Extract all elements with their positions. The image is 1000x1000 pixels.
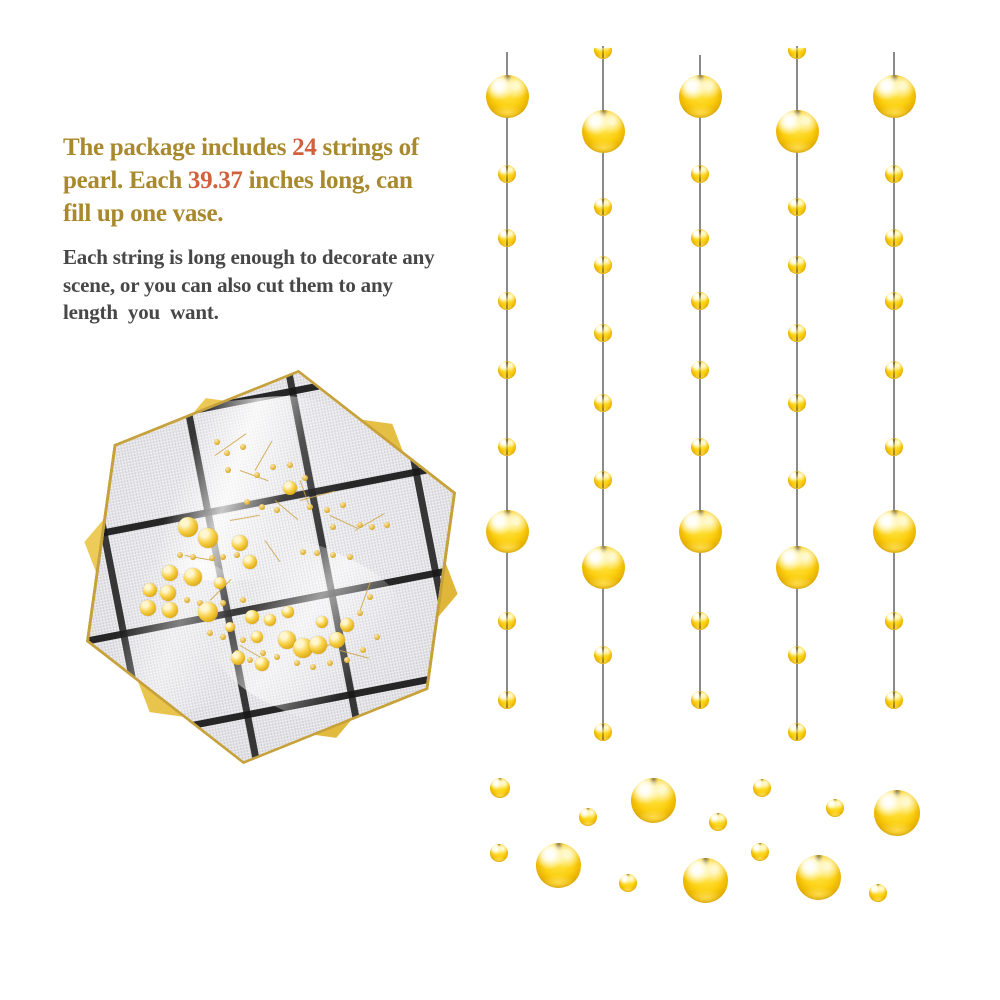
gold-bead bbox=[594, 256, 612, 274]
heading-line-2: pearl. Each 39.37 inches long, can bbox=[63, 164, 493, 197]
gold-bead bbox=[594, 646, 612, 664]
gold-bead bbox=[869, 884, 887, 902]
windowpane-grid bbox=[75, 349, 466, 785]
gold-bead bbox=[485, 509, 529, 553]
gold-bead bbox=[874, 790, 920, 836]
gold-bead bbox=[691, 165, 709, 183]
gold-bead bbox=[498, 361, 516, 379]
gold-bead bbox=[775, 109, 819, 153]
gold-bead bbox=[751, 843, 769, 861]
heading: The package includes 24 strings of pearl… bbox=[63, 131, 493, 230]
gold-bead bbox=[788, 324, 806, 342]
string-line bbox=[796, 46, 798, 732]
gold-bead bbox=[788, 394, 806, 412]
gold-bead bbox=[872, 509, 916, 553]
gold-bead bbox=[490, 844, 508, 862]
gold-bead bbox=[753, 779, 771, 797]
gold-bead bbox=[788, 47, 806, 59]
gold-bead bbox=[885, 229, 903, 247]
gold-bead bbox=[490, 778, 510, 798]
gold-bead bbox=[682, 857, 728, 903]
heading-text: fill up one vase. bbox=[63, 200, 224, 227]
gold-bead bbox=[691, 292, 709, 310]
gold-bead bbox=[498, 229, 516, 247]
body-line-2: scene, or you can also cut them to any bbox=[63, 272, 393, 297]
heading-text: The package includes bbox=[63, 134, 293, 161]
gold-bead bbox=[788, 471, 806, 489]
heading-highlight-count: 24 bbox=[292, 134, 317, 161]
gold-bead bbox=[630, 777, 676, 823]
gold-bead bbox=[594, 723, 612, 741]
gold-bead bbox=[691, 438, 709, 456]
gold-bead bbox=[485, 74, 529, 118]
gold-bead bbox=[678, 509, 722, 553]
gold-bead bbox=[498, 691, 516, 709]
gold-bead bbox=[691, 229, 709, 247]
package-photo bbox=[80, 372, 465, 764]
gold-bead bbox=[498, 292, 516, 310]
gold-bead bbox=[691, 691, 709, 709]
gold-bead bbox=[775, 545, 819, 589]
gold-bead bbox=[581, 545, 625, 589]
gold-bead bbox=[788, 256, 806, 274]
gold-bead bbox=[535, 842, 581, 888]
heading-text: pearl. Each bbox=[63, 167, 188, 194]
gold-bead bbox=[885, 612, 903, 630]
string-line bbox=[602, 46, 604, 732]
plaid-fabric bbox=[75, 349, 466, 785]
gold-bead bbox=[788, 723, 806, 741]
gold-bead bbox=[709, 813, 727, 831]
gold-bead bbox=[795, 854, 841, 900]
heading-line-3: fill up one vase. bbox=[63, 197, 493, 230]
gold-bead bbox=[594, 471, 612, 489]
body-line-1: Each string is long enough to decorate a… bbox=[63, 245, 435, 269]
heading-highlight-length: 39.37 bbox=[187, 167, 243, 194]
heading-text: inches long, can bbox=[242, 167, 413, 194]
gold-bead bbox=[594, 394, 612, 412]
gold-bead bbox=[885, 691, 903, 709]
gold-bead bbox=[498, 438, 516, 456]
heading-text: strings of bbox=[316, 134, 420, 161]
body-line-3: length you want. bbox=[63, 300, 219, 324]
body-text: Each string is long enough to decorate a… bbox=[63, 244, 493, 327]
gold-bead bbox=[498, 612, 516, 630]
description-block: The package includes 24 strings of pearl… bbox=[63, 131, 493, 327]
gold-bead bbox=[885, 165, 903, 183]
gold-bead bbox=[678, 74, 722, 118]
gold-bead bbox=[788, 646, 806, 664]
gold-bead bbox=[619, 874, 637, 892]
gold-bead bbox=[594, 198, 612, 216]
heading-line-1: The package includes 24 strings of bbox=[63, 131, 493, 164]
gold-bead bbox=[872, 74, 916, 118]
grid-fabric-hexagon bbox=[72, 346, 470, 788]
gold-bead bbox=[788, 198, 806, 216]
gold-bead bbox=[885, 438, 903, 456]
gold-bead bbox=[579, 808, 597, 826]
gold-bead bbox=[581, 109, 625, 153]
gold-bead bbox=[691, 361, 709, 379]
gold-bead bbox=[826, 799, 844, 817]
gold-bead bbox=[498, 165, 516, 183]
gold-bead bbox=[885, 292, 903, 310]
gold-bead bbox=[691, 612, 709, 630]
gold-bead bbox=[594, 324, 612, 342]
gold-bead bbox=[885, 361, 903, 379]
gold-bead bbox=[594, 47, 612, 59]
